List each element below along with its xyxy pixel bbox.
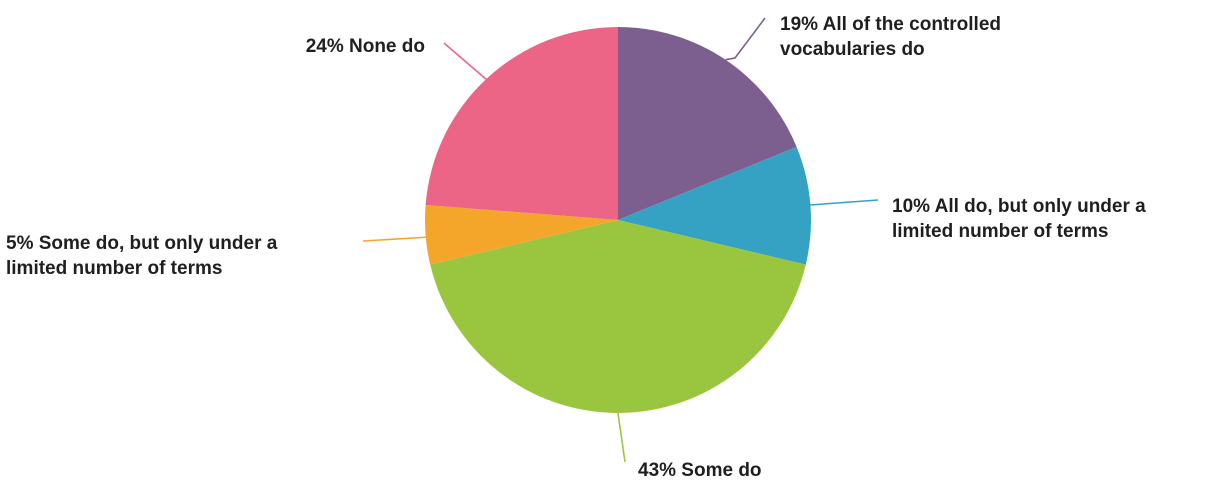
slice-label-3: 5% Some do, but only under a limited numb… [6, 233, 278, 279]
slice-label-4: 24% None do [306, 36, 425, 57]
leader-line-0 [725, 17, 766, 61]
slice-label-2: 43% Some do [638, 460, 762, 481]
leader-line-1 [809, 199, 879, 206]
slice-label-0: 19% All of the controlled vocabularies do [780, 14, 1001, 60]
leader-lines [362, 17, 879, 463]
pie-slices [424, 27, 811, 413]
leader-line-4 [443, 42, 488, 82]
pie-slice-2 [430, 220, 806, 413]
pie-slice-1 [618, 146, 811, 265]
pie-slice-4 [425, 27, 618, 220]
slice-label-1: 10% All do, but only under a limited numb… [892, 196, 1146, 242]
leader-line-3 [362, 234, 431, 242]
slice-labels: 19% All of the controlled vocabularies do… [6, 14, 1146, 481]
leader-line-2 [617, 412, 626, 463]
pie-slice-3 [424, 205, 618, 265]
pie-slice-0 [618, 27, 797, 220]
